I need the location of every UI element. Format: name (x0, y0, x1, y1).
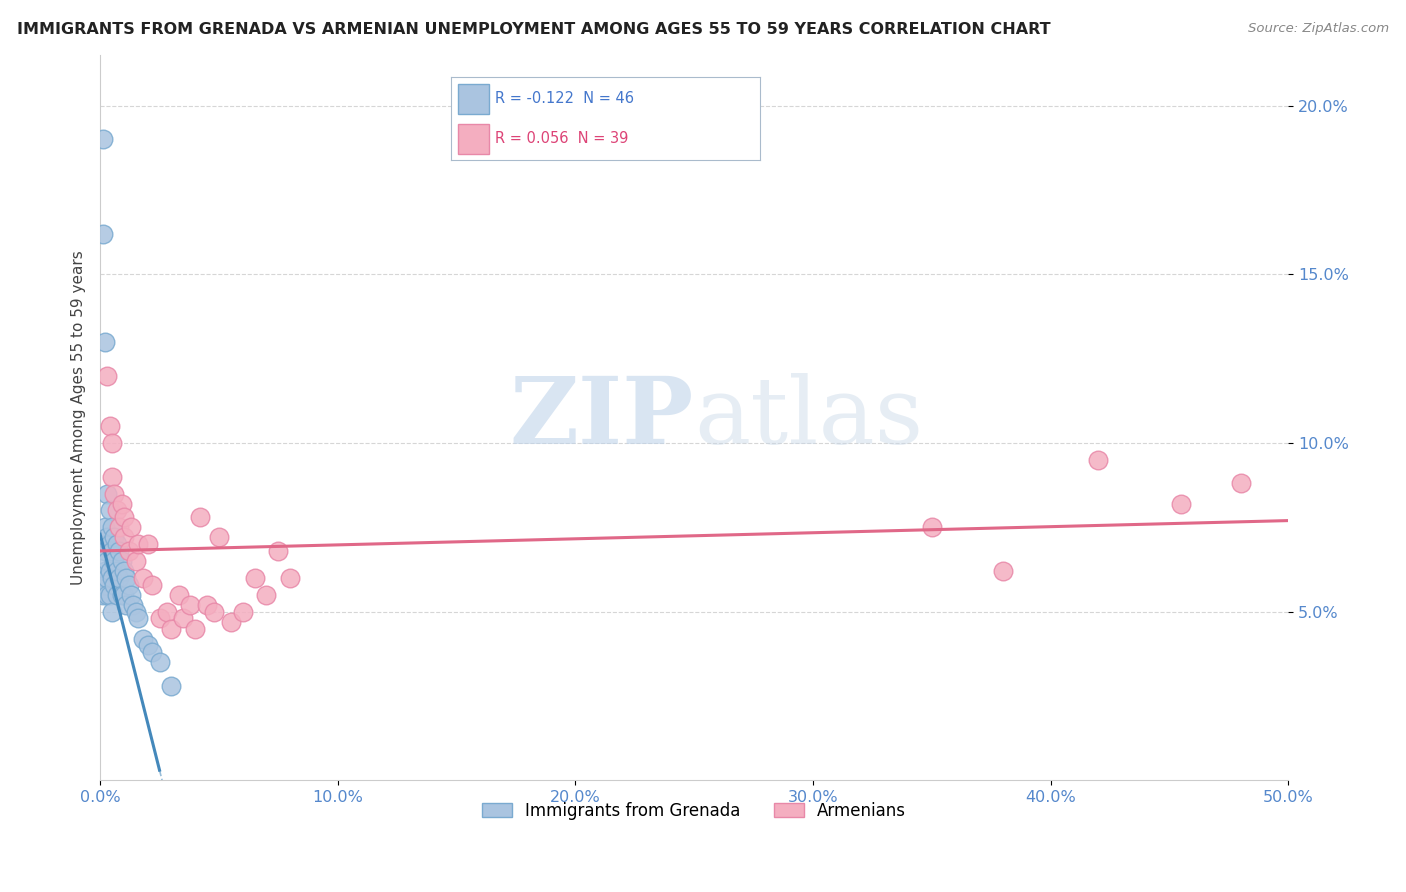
Text: IMMIGRANTS FROM GRENADA VS ARMENIAN UNEMPLOYMENT AMONG AGES 55 TO 59 YEARS CORRE: IMMIGRANTS FROM GRENADA VS ARMENIAN UNEM… (17, 22, 1050, 37)
Point (98, 564, 121, 578)
Point (115, 571, 138, 585)
Point (105, 588, 128, 602)
Point (243, 571, 266, 585)
Point (127, 611, 149, 625)
Point (101, 605, 124, 619)
Point (91, 571, 114, 585)
Point (101, 544, 124, 558)
Point (112, 531, 135, 545)
Point (94, 577, 117, 591)
Point (105, 503, 128, 517)
Point (94, 334, 117, 349)
Point (94, 544, 117, 558)
Point (103, 554, 125, 568)
Point (921, 520, 943, 534)
Point (110, 588, 132, 602)
Point (91, 588, 114, 602)
Point (96, 486, 118, 500)
Point (1087, 453, 1109, 467)
Point (101, 571, 124, 585)
Point (96, 554, 118, 568)
Point (125, 605, 148, 619)
Point (141, 645, 163, 659)
Point (208, 531, 231, 545)
Point (98, 588, 121, 602)
Point (141, 577, 163, 591)
Point (278, 571, 301, 585)
Point (112, 564, 135, 578)
Point (156, 605, 179, 619)
Point (108, 571, 131, 585)
Point (96, 531, 118, 545)
Point (127, 537, 149, 551)
Text: Source: ZipAtlas.com: Source: ZipAtlas.com (1249, 22, 1389, 36)
Point (232, 605, 254, 619)
Point (103, 486, 125, 500)
Point (120, 520, 142, 534)
Point (91, 132, 114, 146)
Point (202, 605, 225, 619)
Point (167, 588, 190, 602)
Point (136, 639, 159, 653)
Point (256, 588, 278, 602)
Point (132, 632, 155, 646)
Point (148, 655, 170, 669)
Point (160, 622, 183, 636)
Legend: Immigrants from Grenada, Armenians: Immigrants from Grenada, Armenians (475, 795, 912, 826)
Point (110, 554, 132, 568)
Point (172, 611, 194, 625)
Y-axis label: Unemployment Among Ages 55 to 59 years: Unemployment Among Ages 55 to 59 years (72, 251, 86, 585)
Point (1229, 476, 1251, 491)
Point (103, 577, 125, 591)
Point (94, 520, 117, 534)
Point (219, 615, 242, 629)
Point (98, 537, 121, 551)
Point (132, 571, 155, 585)
Point (101, 520, 124, 534)
Point (98, 419, 121, 434)
Point (117, 577, 139, 591)
Point (179, 598, 201, 612)
Point (108, 544, 131, 558)
Point (96, 571, 118, 585)
Point (94, 564, 117, 578)
Point (98, 503, 121, 517)
Point (136, 537, 159, 551)
Text: atlas: atlas (695, 373, 924, 463)
Point (96, 368, 118, 383)
Point (1170, 497, 1192, 511)
Point (101, 436, 124, 450)
Point (267, 544, 290, 558)
Point (105, 537, 128, 551)
Point (122, 598, 145, 612)
Point (96, 588, 118, 602)
Point (117, 544, 139, 558)
Point (188, 510, 211, 524)
Point (108, 520, 131, 534)
Point (101, 469, 124, 483)
Point (120, 588, 142, 602)
Point (91, 227, 114, 241)
Point (115, 598, 138, 612)
Point (195, 598, 218, 612)
Point (991, 564, 1014, 578)
Point (103, 531, 125, 545)
Point (112, 588, 135, 602)
Point (105, 564, 128, 578)
Point (110, 497, 132, 511)
Point (160, 679, 183, 693)
Point (125, 554, 148, 568)
Point (148, 611, 170, 625)
Point (184, 622, 207, 636)
Point (112, 510, 135, 524)
Text: ZIP: ZIP (510, 373, 695, 463)
